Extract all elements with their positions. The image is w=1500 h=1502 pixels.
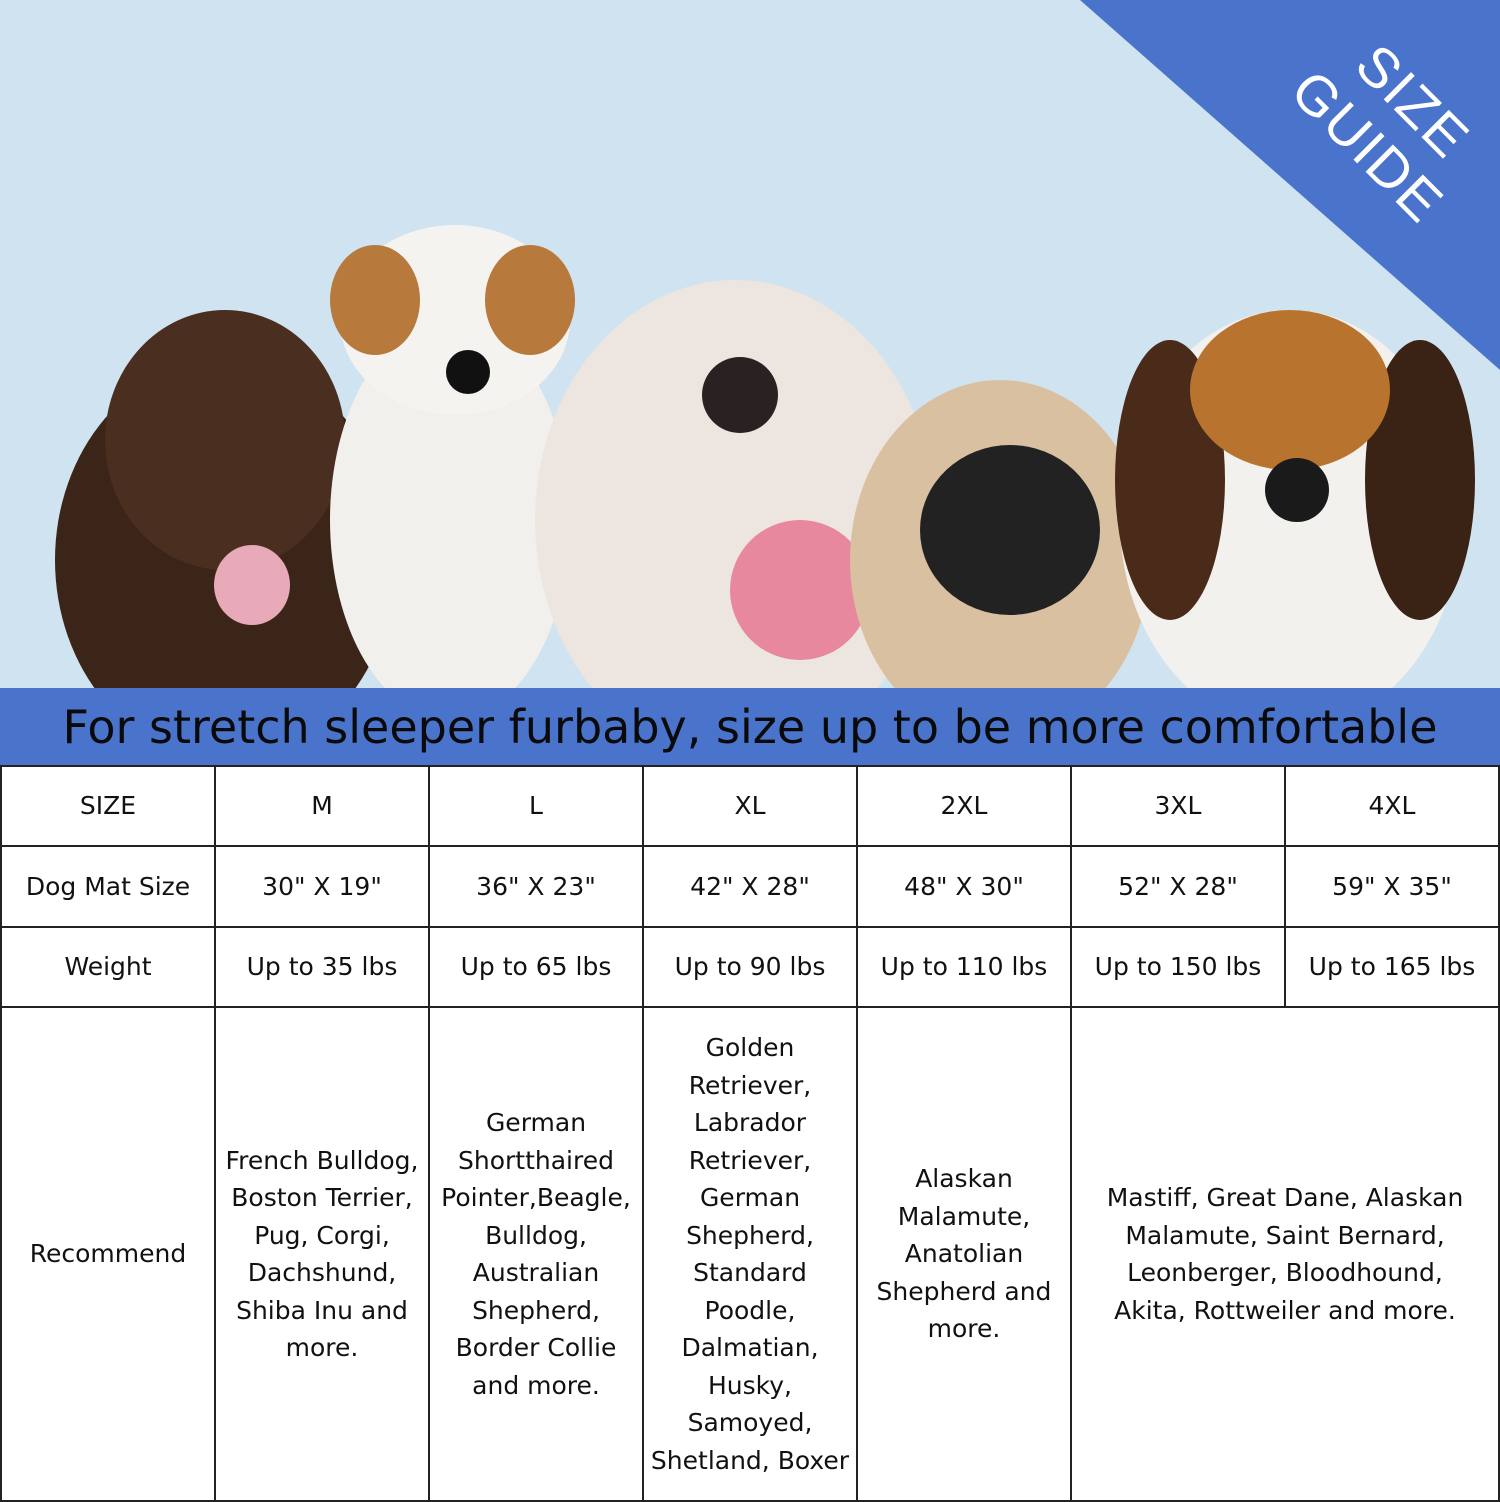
table-cell: Up to 35 lbs [214,926,430,1008]
row-label: Dog Mat Size [0,845,216,928]
header-cell: L [428,765,644,847]
table-cell: Mastiff, Great Dane, Alaskan Malamute, S… [1070,1006,1500,1502]
header-cell: 4XL [1284,765,1500,847]
table-cell: French Bulldog, Boston Terrier, Pug, Cor… [214,1006,430,1502]
table-cell: Up to 165 lbs [1284,926,1500,1008]
dogs-photo: SIZE GUIDE [0,0,1500,688]
dog-bulldog [535,280,935,688]
row-label: Weight [0,926,216,1008]
table-cell: Up to 65 lbs [428,926,644,1008]
header-cell: SIZE [0,765,216,847]
table-row-size: SIZE M L XL 2XL 3XL 4XL [0,765,1500,847]
table-cell: 36" X 23" [428,845,644,928]
table-row-mat-size: Dog Mat Size 30" X 19" 36" X 23" 42" X 2… [0,845,1500,928]
table-cell: 42" X 28" [642,845,858,928]
dog-jack-russell [330,225,575,688]
table-cell: Up to 110 lbs [856,926,1072,1008]
table-cell: Up to 150 lbs [1070,926,1286,1008]
table-cell: Golden Retriever, Labrador Retriever, Ge… [642,1006,858,1502]
dog-chocolate-lab [55,310,395,688]
dog-beagle [1115,310,1475,688]
table-cell: German Shortthaired Pointer,Beagle, Bull… [428,1006,644,1502]
table-row-weight: Weight Up to 35 lbs Up to 65 lbs Up to 9… [0,926,1500,1008]
table-row-recommend: Recommend French Bulldog, Boston Terrier… [0,1006,1500,1502]
row-label: Recommend [0,1006,216,1502]
table-cell: 48" X 30" [856,845,1072,928]
size-table: SIZE M L XL 2XL 3XL 4XL Dog Mat Size 30"… [0,765,1500,1502]
table-cell: 52" X 28" [1070,845,1286,928]
dog-pug [850,380,1150,688]
header-cell: M [214,765,430,847]
size-guide-corner [1080,0,1500,370]
header-cell: 3XL [1070,765,1286,847]
dogs-illustration [55,0,1500,688]
header-cell: XL [642,765,858,847]
header-cell: 2XL [856,765,1072,847]
table-cell: Alaskan Malamute, Anatolian Shepherd and… [856,1006,1072,1502]
table-cell: 30" X 19" [214,845,430,928]
table-cell: 59" X 35" [1284,845,1500,928]
table-cell: Up to 90 lbs [642,926,858,1008]
size-up-banner: For stretch sleeper furbaby, size up to … [0,688,1500,765]
